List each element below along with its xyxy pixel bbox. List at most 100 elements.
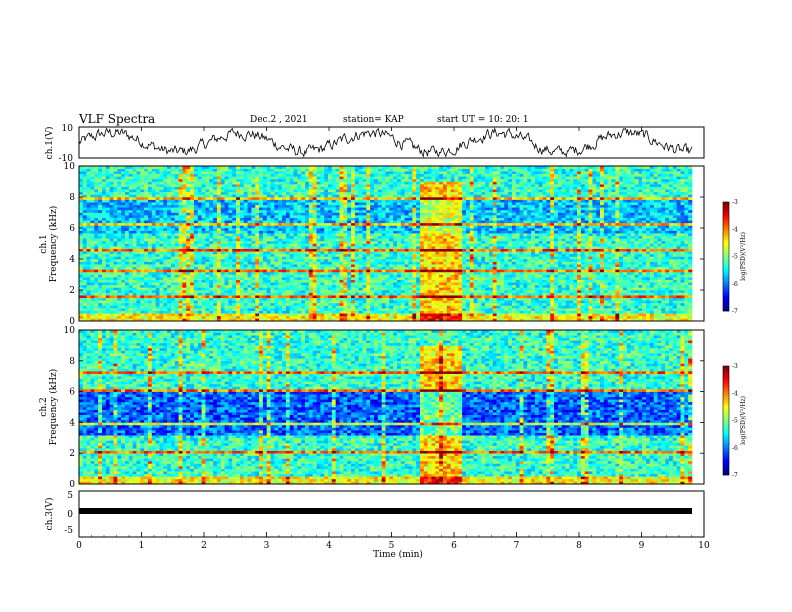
spectrogram-cell (377, 251, 382, 255)
spectrogram-cell (278, 277, 283, 280)
spectrogram-cell (389, 222, 394, 226)
spectrogram-cell (132, 308, 137, 311)
spectrogram-cell (98, 269, 103, 273)
spectrogram-cell (190, 264, 195, 268)
spectrogram-cell (339, 220, 344, 224)
spectrogram-cell (190, 302, 195, 306)
spectrogram-cell (155, 271, 160, 275)
spectrogram-cell (335, 189, 340, 193)
spectrogram-cell (308, 292, 314, 296)
spectrogram-cell (274, 308, 279, 311)
spectrogram-cell (243, 246, 248, 249)
spectrogram-cell (366, 233, 371, 237)
spectrogram-cell (285, 238, 291, 242)
spectrogram-cell (251, 186, 256, 190)
spectrogram-cell (167, 313, 172, 317)
spectrogram-cell (228, 171, 233, 175)
spectrogram-cell (381, 235, 386, 239)
spectrogram-cell (297, 300, 302, 304)
spectrogram-cell (335, 313, 340, 317)
spectrogram-cell (331, 315, 336, 319)
spectrogram-cell (186, 308, 191, 311)
spectrogram-cell (335, 204, 340, 208)
spectrogram-cell (335, 305, 340, 309)
spectrogram-cell (312, 302, 317, 306)
spectrogram-cell (124, 305, 130, 309)
spectrogram-cell (347, 212, 352, 216)
spectrogram-cell (159, 284, 164, 288)
spectrogram-cell (228, 284, 233, 288)
spectrogram-cell (278, 248, 283, 252)
spectrogram-cell (324, 189, 329, 193)
spectrogram-cell (216, 217, 222, 221)
spectrogram-cell (293, 207, 298, 211)
spectrogram-cell (90, 243, 95, 247)
spectrogram-cell (209, 264, 214, 268)
spectrogram-cell (278, 310, 283, 314)
spectrogram-cell (358, 235, 363, 239)
spectrogram-cell (216, 176, 222, 180)
spectrogram-cell (389, 308, 394, 311)
spectrogram-cell (266, 287, 271, 291)
spectrogram-cell (285, 295, 291, 299)
spectrogram-cell (201, 186, 206, 190)
spectrogram-cell (124, 248, 130, 252)
spectrogram-cell (205, 310, 210, 314)
spectrogram-cell (389, 166, 394, 169)
spectrogram-cell (259, 243, 264, 247)
spectrogram-cell (377, 238, 382, 242)
spectrogram-cell (140, 313, 145, 317)
spectrogram-cell (140, 233, 145, 237)
spectrogram-cell (305, 297, 310, 301)
spectrogram-cell (262, 264, 268, 268)
spectrogram-cell (124, 222, 130, 226)
spectrogram-cell (285, 235, 291, 239)
spectrogram-cell (285, 233, 291, 237)
spectrogram-cell (209, 271, 214, 275)
spectrogram-cell (358, 313, 363, 317)
spectrogram-cell (239, 243, 245, 247)
spectrogram-cell (82, 302, 87, 306)
spectrogram-cell (308, 277, 314, 280)
spectrogram-cell (163, 315, 168, 319)
spectrogram-cell (251, 243, 256, 247)
spectrogram-cell (328, 300, 333, 304)
spectrogram-cell (259, 209, 264, 213)
spectrogram-cell (190, 274, 195, 278)
spectrogram-cell (232, 308, 237, 311)
spectrogram-cell (213, 186, 218, 190)
spectrogram-cell (79, 253, 84, 257)
spectrogram-cell (228, 191, 233, 195)
spectrogram-cell (339, 297, 344, 301)
spectrogram-cell (82, 230, 87, 234)
spectrogram-cell (374, 212, 379, 216)
spectrogram-cell (190, 279, 195, 283)
spectrogram-cell (266, 282, 271, 286)
spectrogram-cell (328, 253, 333, 257)
spectrogram-cell (167, 209, 172, 213)
spectrogram-cell (167, 266, 172, 270)
spectrogram-cell (79, 194, 84, 198)
spectrogram-cell (190, 238, 195, 242)
spectrogram-cell (151, 318, 156, 322)
spectrogram-cell (247, 168, 252, 172)
spectrogram-cell (328, 277, 333, 280)
spectrogram-cell (308, 233, 314, 237)
spectrogram-cell (86, 315, 91, 319)
spectrogram-cell (270, 292, 275, 296)
spectrogram-cell (312, 266, 317, 270)
spectrogram-cell (301, 228, 306, 231)
spectrogram-cell (94, 202, 99, 206)
spectrogram-cell (377, 266, 382, 270)
spectrogram-cell (289, 178, 294, 182)
spectrogram-cell (262, 308, 268, 311)
spectrogram-cell (385, 207, 390, 211)
spectrogram-cell (186, 248, 191, 252)
spectrogram-cell (247, 202, 252, 206)
spectrogram-cell (174, 315, 179, 319)
spectrogram-cell (170, 173, 176, 177)
spectrogram-cell (358, 300, 363, 304)
spectrogram-cell (339, 310, 344, 314)
spectrogram-cell (136, 253, 141, 257)
